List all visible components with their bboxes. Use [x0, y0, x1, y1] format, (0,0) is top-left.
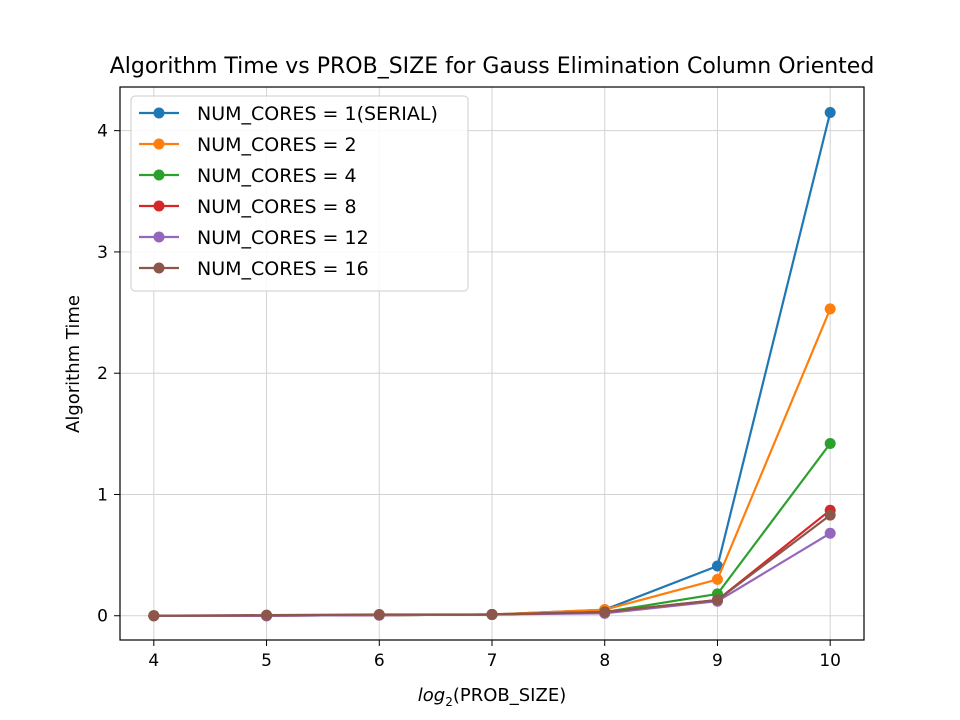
legend-entry-2: NUM_CORES = 2: [139, 134, 357, 156]
x-tick-label-9: 9: [712, 651, 723, 671]
legend-marker-4: [153, 200, 165, 212]
y-tick-label-3: 3: [97, 243, 108, 263]
series-layer: [148, 106, 836, 622]
x-axis-label-base: log: [418, 685, 445, 706]
legend-label-5: NUM_CORES = 12: [197, 227, 369, 249]
x-tick-label-4: 4: [148, 651, 159, 671]
legend-entry-4: NUM_CORES = 8: [139, 196, 357, 218]
legend-entry-1: NUM_CORES = 1(SERIAL): [139, 103, 438, 125]
ticks: 4 5 6 7 8 9 10 0 1 2 3 4: [97, 122, 841, 671]
legend-box: [130, 95, 469, 292]
data-point-s6-x7: [486, 609, 498, 621]
data-point-s6-x4: [148, 610, 160, 622]
legend-marker-2: [153, 138, 165, 150]
data-point-s1-x10: [824, 106, 836, 118]
legend-entry-5: NUM_CORES = 12: [139, 227, 369, 249]
x-tick-label-7: 7: [487, 651, 498, 671]
legend: NUM_CORES = 1(SERIAL) NUM_CORES = 2 NUM_CO…: [130, 95, 469, 292]
x-axis-label: log2(PROB_SIZE): [418, 685, 566, 709]
legend-entry-3: NUM_CORES = 4: [139, 165, 357, 187]
x-tick-label-6: 6: [374, 651, 385, 671]
data-point-s6-x9: [711, 594, 723, 606]
x-tick-label-10: 10: [819, 651, 841, 671]
y-tick-label-4: 4: [97, 122, 108, 142]
data-point-s6-x10: [824, 509, 836, 521]
x-tick-label-8: 8: [599, 651, 610, 671]
y-axis-label: Algorithm Time: [63, 295, 84, 433]
x-tick-label-5: 5: [261, 651, 272, 671]
x-axis-label-subscript: 2: [445, 695, 453, 709]
legend-label-3: NUM_CORES = 4: [197, 165, 357, 187]
legend-entry-6: NUM_CORES = 16: [139, 258, 369, 280]
data-point-s6-x8: [599, 606, 611, 618]
data-point-s1-x9: [711, 560, 723, 572]
data-point-s2-x10: [824, 303, 836, 315]
legend-marker-3: [153, 169, 165, 181]
chart-title: Algorithm Time vs PROB_SIZE for Gauss El…: [110, 54, 875, 79]
x-axis-label-rest: (PROB_SIZE): [453, 685, 566, 706]
legend-marker-5: [153, 231, 165, 243]
legend-marker-1: [153, 107, 165, 119]
legend-label-6: NUM_CORES = 16: [197, 258, 369, 280]
legend-label-2: NUM_CORES = 2: [197, 134, 357, 156]
y-tick-label-0: 0: [97, 607, 108, 627]
y-tick-label-1: 1: [97, 485, 108, 505]
y-tick-label-2: 2: [97, 364, 108, 384]
legend-label-4: NUM_CORES = 8: [197, 196, 357, 218]
data-point-s6-x5: [261, 609, 273, 621]
legend-marker-6: [153, 262, 165, 274]
legend-label-1: NUM_CORES = 1(SERIAL): [197, 103, 438, 125]
series-6: [148, 509, 836, 622]
data-point-s2-x9: [711, 573, 723, 585]
data-point-s3-x10: [824, 438, 836, 450]
data-point-s6-x6: [373, 609, 385, 621]
data-point-s5-x10: [824, 527, 836, 539]
